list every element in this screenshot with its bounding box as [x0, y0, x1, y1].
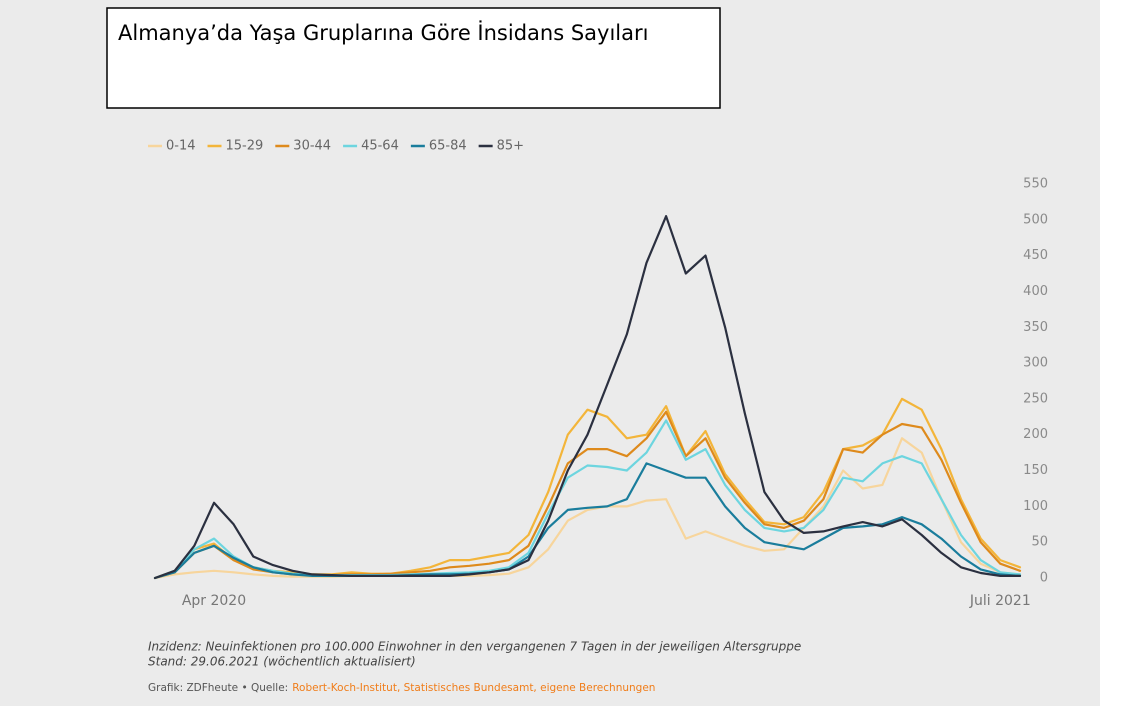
series-line [153, 437, 1022, 580]
legend-label: 45-64 [361, 139, 399, 154]
y-tick-label: 250 [1023, 391, 1048, 406]
title-box [106, 7, 721, 109]
series-line [153, 215, 1022, 580]
chart-title: Almanya’da Yaşa Gruplarına Göre İnsidans… [118, 21, 649, 45]
credit: Grafik: ZDFheute • Quelle: [148, 682, 288, 694]
y-tick-label: 50 [1031, 535, 1048, 550]
legend-label: 0-14 [166, 139, 196, 154]
y-tick-label: 350 [1023, 320, 1048, 335]
legend: 0-14 15-29 30-44 45-64 65-84 85+ [148, 139, 524, 154]
y-tick-label: 200 [1023, 427, 1048, 442]
legend-label: 65-84 [429, 139, 467, 154]
y-tick-label: 300 [1023, 356, 1048, 371]
title-holder: Almanya’da Yaşa Gruplarına Göre İnsidans… [118, 21, 649, 45]
y-tick-label: 450 [1023, 248, 1048, 263]
y-tick-label: 550 [1023, 177, 1048, 192]
legend-label: 15-29 [226, 139, 264, 154]
y-tick-label: 0 [1040, 571, 1048, 586]
x-tick-label: Juli 2021 [969, 593, 1031, 609]
plot: 0 50 100 150 200 250 300 350 400 450 500 550 Apr 202… [153, 177, 1048, 609]
legend-label: 30-44 [293, 139, 331, 154]
note: Inzidenz: Neuinfektionen pro 100.000 Ein… [148, 640, 801, 654]
legend-label: 85+ [497, 139, 524, 154]
y-tick-label: 150 [1023, 463, 1048, 478]
source: Robert-Koch-Institut, Statistisches Bund… [292, 682, 655, 694]
y-tick-label: 100 [1023, 499, 1048, 514]
note: Stand: 29.06.2021 (wöchentlich aktualisi… [148, 655, 416, 669]
y-tick-label: 400 [1023, 284, 1048, 299]
x-tick-label: Apr 2020 [182, 593, 246, 609]
y-tick-label: 500 [1023, 212, 1048, 227]
